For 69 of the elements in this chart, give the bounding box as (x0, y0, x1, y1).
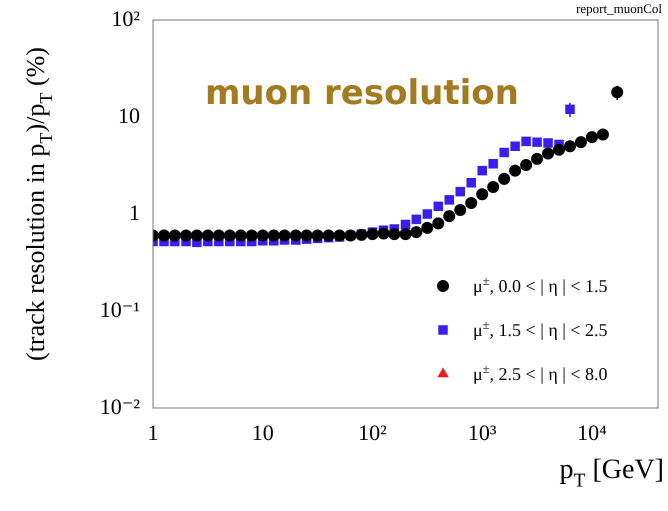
point (268, 230, 280, 242)
point (234, 230, 247, 242)
y-tick-label: 10 (118, 102, 140, 128)
point (246, 230, 258, 242)
point (456, 186, 465, 196)
point (256, 230, 269, 242)
point (421, 222, 434, 234)
point (400, 220, 410, 230)
x-tick-label: 10³ (468, 420, 497, 445)
point (531, 152, 544, 165)
point (564, 140, 576, 152)
point (388, 228, 400, 240)
point (212, 230, 225, 242)
point (532, 137, 542, 147)
point (412, 214, 422, 224)
point (498, 172, 510, 185)
point (542, 148, 554, 160)
text: report_muonCol (576, 1, 662, 16)
legend-label: μ±, 0.0 < | η | < 1.5 (473, 274, 608, 296)
point (202, 230, 214, 242)
point (334, 230, 346, 242)
point (543, 138, 553, 148)
point (499, 148, 509, 158)
point (158, 230, 170, 242)
x-tick-label: 10⁴ (577, 420, 608, 445)
x-tick-label: 10² (358, 420, 388, 445)
point (432, 217, 444, 230)
point (476, 188, 488, 200)
y-axis-title: (track resolution in pT)/pT (%) (21, 47, 56, 361)
point (477, 166, 487, 176)
point (190, 230, 203, 242)
x-tick-label: 10 (252, 420, 274, 445)
point (322, 230, 335, 242)
point (596, 128, 609, 141)
point (521, 136, 531, 146)
point (454, 204, 466, 216)
point (168, 230, 181, 242)
point (278, 230, 291, 242)
point (574, 136, 587, 148)
point (434, 202, 444, 212)
text: muon resolution (205, 73, 519, 113)
point (400, 228, 412, 240)
point (444, 195, 454, 205)
point (312, 230, 324, 242)
point (488, 158, 498, 168)
point (509, 164, 522, 177)
y-tick-label: 10⁻² (100, 394, 140, 419)
point (586, 131, 598, 144)
x-tick-label: 1 (148, 420, 158, 445)
point (510, 141, 520, 151)
y-tick-label: 10² (111, 6, 140, 31)
y-tick-label: 1 (129, 200, 140, 225)
point (422, 209, 432, 219)
point (224, 230, 236, 242)
point (366, 228, 378, 240)
point (553, 144, 566, 156)
point (443, 210, 456, 222)
point (180, 230, 192, 242)
y-tick-label: 10⁻¹ (100, 296, 140, 322)
point (520, 159, 532, 171)
point (466, 178, 476, 188)
point (487, 180, 500, 193)
legend-label: μ±, 2.5 < | η | < 8.0 (473, 362, 608, 384)
point (410, 226, 422, 238)
point (300, 230, 313, 242)
point (465, 196, 478, 209)
legend-label: μ±, 1.5 < | η | < 2.5 (473, 318, 608, 340)
point (290, 230, 302, 242)
point (377, 227, 390, 240)
